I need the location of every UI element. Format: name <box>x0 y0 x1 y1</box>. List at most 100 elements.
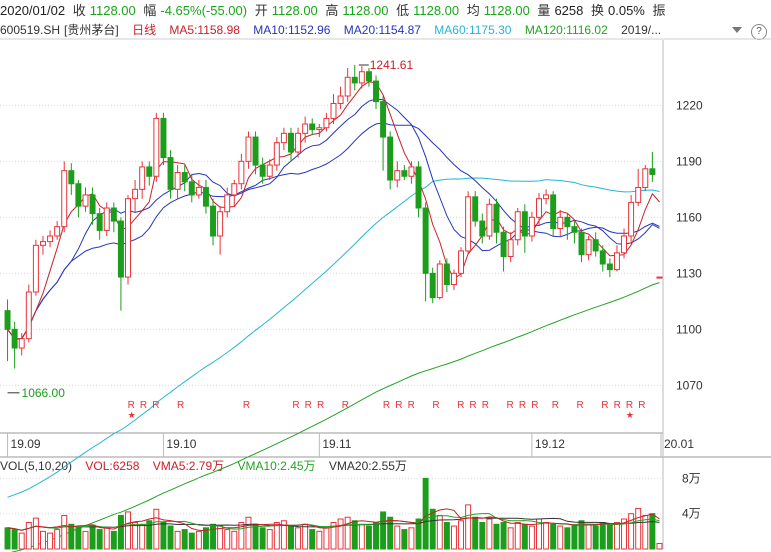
volume-bar <box>656 542 663 550</box>
candle-body <box>500 231 507 258</box>
candle-body <box>415 166 422 209</box>
candle-body <box>61 170 68 228</box>
volume-bar <box>309 529 316 550</box>
candle-body <box>592 239 599 252</box>
r-marker: R <box>292 400 299 411</box>
volume-bar <box>599 522 606 550</box>
vol-params: VOL(5,10,20) <box>0 459 73 473</box>
ma5-label: MA5:1158.98 <box>169 23 240 37</box>
candle-body <box>174 172 181 190</box>
ma20-label: MA20:1154.87 <box>343 23 421 37</box>
volume-bar <box>103 527 110 550</box>
candle-body <box>521 211 528 237</box>
candle-body <box>195 186 202 196</box>
candle-body <box>288 132 294 153</box>
volume-bar <box>415 518 422 550</box>
quote-date: 2020/01/02 <box>0 3 66 18</box>
r-marker: R <box>457 400 464 411</box>
volume-bar <box>507 527 514 550</box>
volume-bar <box>117 514 124 550</box>
volume-bar <box>613 522 620 550</box>
candle-body <box>507 239 514 258</box>
candle-body <box>514 211 521 241</box>
price-tick-label: 1130 <box>676 266 702 280</box>
r-marker: R <box>614 400 621 411</box>
candle-body <box>613 252 620 271</box>
volume-bar <box>493 523 500 550</box>
ma120-label: MA120:1116.02 <box>524 23 608 37</box>
volume-bar <box>528 525 535 550</box>
volume-bar <box>408 527 415 550</box>
candle-body <box>642 168 649 188</box>
r-marker: R <box>601 400 608 411</box>
volume-bar <box>635 507 642 550</box>
volume-bar <box>465 504 472 550</box>
r-marker: R <box>243 400 250 411</box>
r-marker: R <box>317 400 324 411</box>
volume-bar <box>323 527 330 550</box>
candle-body <box>564 216 571 228</box>
volume-bar <box>351 520 358 550</box>
ma10-label: MA10:1152.96 <box>253 23 331 37</box>
chevron-down-icon[interactable] <box>731 24 743 36</box>
candle-body <box>68 170 75 185</box>
candle-body <box>231 183 238 196</box>
candle-body <box>621 235 628 254</box>
volume-bar <box>401 529 408 550</box>
volume-bar <box>394 525 401 550</box>
volume-bar <box>280 520 287 550</box>
volume-bar <box>110 530 117 550</box>
amplitude-label: 振 <box>652 3 666 18</box>
volume-bar <box>450 525 457 550</box>
candle-body <box>160 117 167 159</box>
r-marker: R <box>638 400 645 411</box>
candle-body <box>394 170 401 181</box>
stock-name: [贵州茅台] <box>64 23 119 37</box>
candle-body <box>238 160 245 185</box>
volume-bar <box>592 525 599 550</box>
volume-bar <box>39 530 46 550</box>
candle-body <box>96 213 103 231</box>
volume-bar <box>245 516 252 550</box>
volume-bar <box>89 524 96 550</box>
candle-body <box>578 231 585 256</box>
candle-body <box>373 80 379 103</box>
date-label: 19.09 <box>11 437 41 451</box>
r-marker: R <box>395 400 402 411</box>
candle-body <box>139 166 146 190</box>
volume-bar <box>238 522 245 550</box>
volume-bar <box>181 529 188 550</box>
vol-value: VOL:6258 <box>85 459 140 473</box>
volume-bar <box>479 522 486 550</box>
candle-body <box>4 310 11 330</box>
volume-bar <box>628 513 635 550</box>
volume-bar <box>68 523 75 550</box>
volume-bar <box>259 527 266 550</box>
period-label[interactable]: 日线 <box>132 23 157 37</box>
candle-body <box>450 272 457 286</box>
vma5-label: VMA5:2.79万 <box>152 459 225 473</box>
candle-body <box>11 328 18 349</box>
volume-bar <box>585 523 592 550</box>
change-value: -4.65%(-55.00) <box>160 3 248 18</box>
candle-body <box>458 250 465 274</box>
candle-body <box>536 198 542 218</box>
vma20-label: VMA20:2.55万 <box>328 459 407 473</box>
candle-body <box>365 71 372 82</box>
candle-body <box>39 241 46 246</box>
volume-bar <box>621 518 628 550</box>
volume-bar <box>61 514 68 550</box>
candle-body <box>117 220 124 278</box>
volume-bar <box>82 530 89 550</box>
volume-bar <box>443 522 450 550</box>
volume-bar <box>139 523 146 550</box>
candle-body <box>358 71 365 84</box>
volume-bar <box>564 527 571 550</box>
turnover-label: 换 <box>590 3 604 18</box>
r-marker: R <box>128 400 135 411</box>
volume-bar <box>195 530 202 550</box>
volume-bar <box>606 523 613 550</box>
volume-bar <box>514 522 521 550</box>
volume-bar <box>543 522 550 550</box>
